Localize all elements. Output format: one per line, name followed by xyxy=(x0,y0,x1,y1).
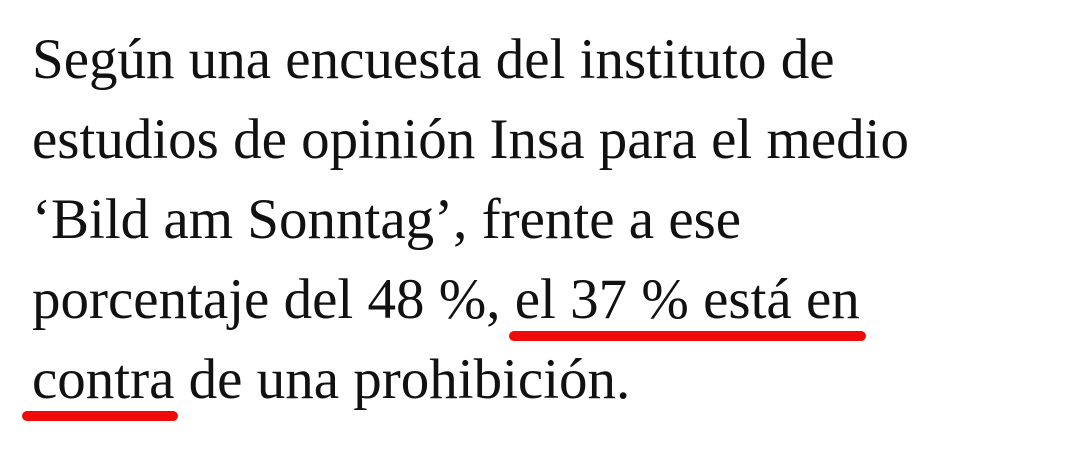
underlined-text: el 37 % está en xyxy=(514,268,860,331)
text-line: ‘Bild am Sonntag’, frente a ese xyxy=(32,180,1072,260)
text-line: Según una encuesta del instituto de xyxy=(32,20,1072,100)
text-line: estudios de opinión Insa para el medio xyxy=(32,100,1072,180)
text: estudios de opinión Insa para el medio xyxy=(32,108,909,171)
text: Según una encuesta del instituto de xyxy=(32,28,835,91)
text: ‘Bild am Sonntag’, frente a ese xyxy=(32,188,742,251)
text-line: contra de una prohibición. xyxy=(32,340,1072,420)
paragraph: Según una encuesta del instituto de estu… xyxy=(32,20,1072,420)
underlined-text: contra xyxy=(32,348,175,411)
text-line: porcentaje del 48 %, el 37 % está en xyxy=(32,260,1072,340)
text: de una prohibición. xyxy=(174,348,631,411)
text: porcentaje del 48 %, xyxy=(32,268,515,331)
